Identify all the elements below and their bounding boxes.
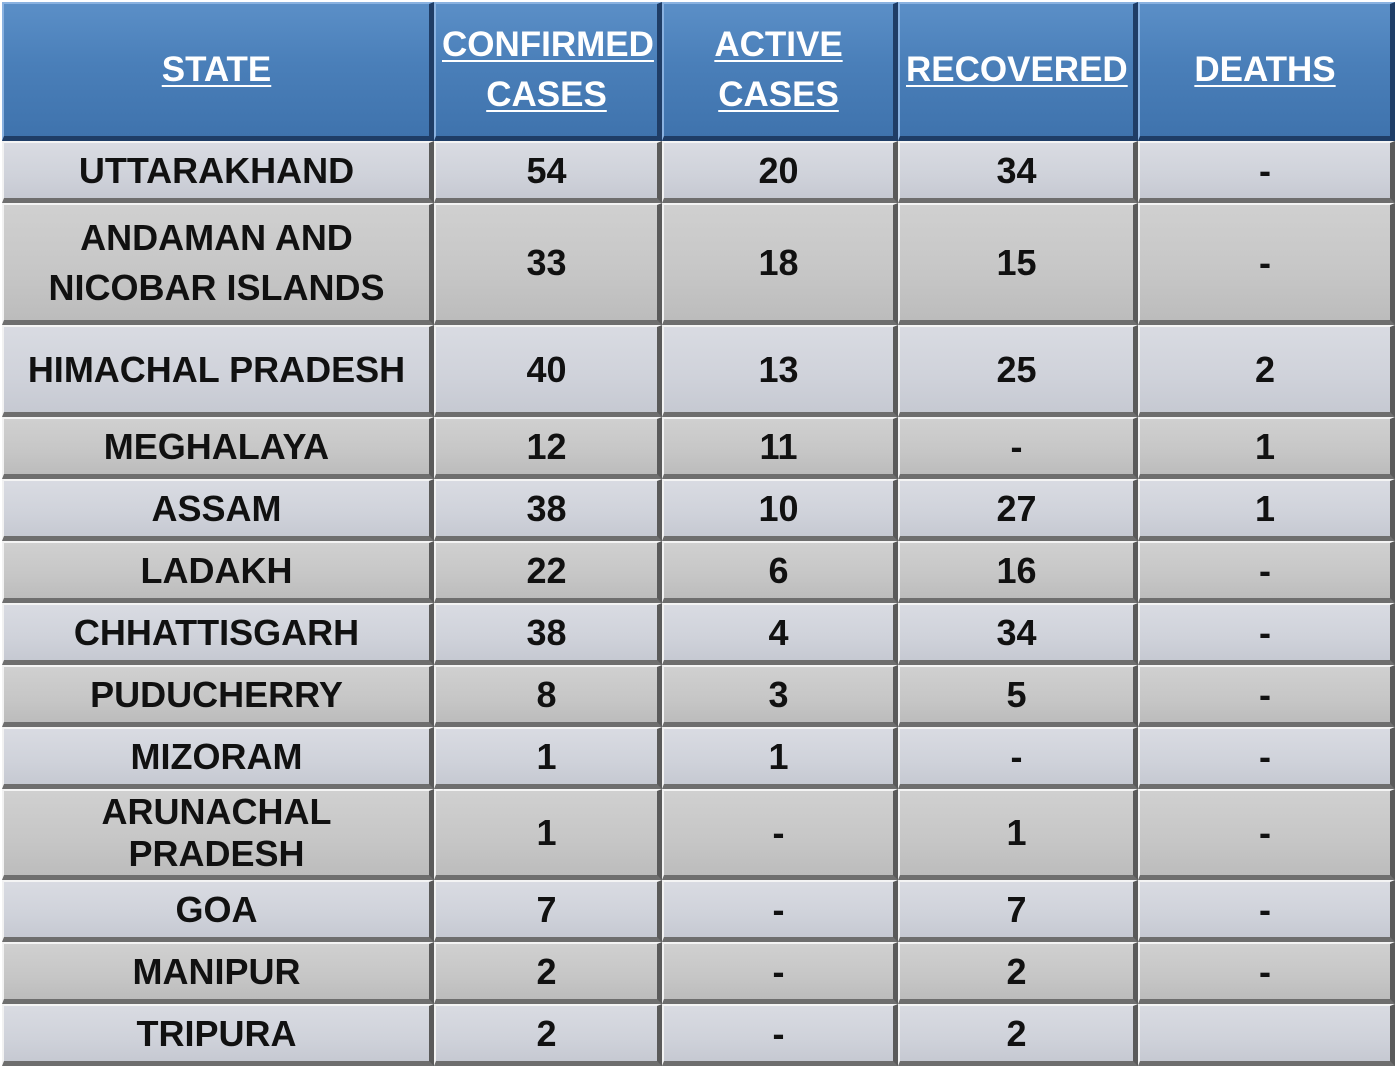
confirmed-cell: 38 bbox=[434, 603, 662, 665]
recovered-cell: 15 bbox=[898, 203, 1138, 325]
deaths-cell: - bbox=[1138, 603, 1395, 665]
deaths-cell: - bbox=[1138, 727, 1395, 789]
deaths-cell: - bbox=[1138, 203, 1395, 325]
state-cell: LADAKH bbox=[2, 541, 434, 603]
table-row: ANDAMAN AND NICOBAR ISLANDS 33 18 15 - bbox=[2, 203, 1395, 325]
confirmed-cell: 2 bbox=[434, 1004, 662, 1066]
header-label: ACTIVE CASES bbox=[714, 25, 843, 114]
deaths-cell: 1 bbox=[1138, 479, 1395, 541]
state-cell: ARUNACHAL PRADESH bbox=[2, 789, 434, 880]
deaths-cell: - bbox=[1138, 880, 1395, 942]
table-row: GOA 7 - 7 - bbox=[2, 880, 1395, 942]
active-cell: 18 bbox=[662, 203, 898, 325]
active-cell: 10 bbox=[662, 479, 898, 541]
table-row: PUDUCHERRY 8 3 5 - bbox=[2, 665, 1395, 727]
deaths-cell: 1 bbox=[1138, 417, 1395, 479]
active-cell: 4 bbox=[662, 603, 898, 665]
header-state: STATE bbox=[2, 2, 434, 141]
recovered-cell: 1 bbox=[898, 789, 1138, 880]
deaths-cell: - bbox=[1138, 665, 1395, 727]
active-cell: - bbox=[662, 789, 898, 880]
recovered-cell: 34 bbox=[898, 603, 1138, 665]
table-row: ASSAM 38 10 27 1 bbox=[2, 479, 1395, 541]
header-label: CONFIRMED CASES bbox=[442, 25, 654, 114]
active-cell: 20 bbox=[662, 141, 898, 203]
active-cell: - bbox=[662, 1004, 898, 1066]
confirmed-cell: 12 bbox=[434, 417, 662, 479]
state-cell: ANDAMAN AND NICOBAR ISLANDS bbox=[2, 203, 434, 325]
table-row: UTTARAKHAND 54 20 34 - bbox=[2, 141, 1395, 203]
recovered-cell: 5 bbox=[898, 665, 1138, 727]
header-label: STATE bbox=[161, 50, 272, 89]
table-row: LADAKH 22 6 16 - bbox=[2, 541, 1395, 603]
confirmed-cell: 33 bbox=[434, 203, 662, 325]
deaths-cell: - bbox=[1138, 541, 1395, 603]
table-row: CHHATTISGARH 38 4 34 - bbox=[2, 603, 1395, 665]
recovered-cell: 27 bbox=[898, 479, 1138, 541]
active-cell: 1 bbox=[662, 727, 898, 789]
deaths-cell: 2 bbox=[1138, 325, 1395, 417]
active-cell: - bbox=[662, 942, 898, 1004]
confirmed-cell: 8 bbox=[434, 665, 662, 727]
header-confirmed-cases: CONFIRMED CASES bbox=[434, 2, 662, 141]
confirmed-cell: 22 bbox=[434, 541, 662, 603]
confirmed-cell: 2 bbox=[434, 942, 662, 1004]
recovered-cell: 25 bbox=[898, 325, 1138, 417]
state-cell: PUDUCHERRY bbox=[2, 665, 434, 727]
active-cell: 13 bbox=[662, 325, 898, 417]
confirmed-cell: 40 bbox=[434, 325, 662, 417]
header-label: DEATHS bbox=[1194, 50, 1336, 89]
active-cell: 6 bbox=[662, 541, 898, 603]
confirmed-cell: 54 bbox=[434, 141, 662, 203]
recovered-cell: 34 bbox=[898, 141, 1138, 203]
recovered-cell: 2 bbox=[898, 1004, 1138, 1066]
confirmed-cell: 1 bbox=[434, 727, 662, 789]
table-row: TRIPURA 2 - 2 bbox=[2, 1004, 1395, 1066]
state-cell: MANIPUR bbox=[2, 942, 434, 1004]
state-cell: GOA bbox=[2, 880, 434, 942]
active-cell: - bbox=[662, 880, 898, 942]
state-cell: MIZORAM bbox=[2, 727, 434, 789]
header-deaths: DEATHS bbox=[1138, 2, 1395, 141]
recovered-cell: 7 bbox=[898, 880, 1138, 942]
recovered-cell: - bbox=[898, 727, 1138, 789]
deaths-cell: - bbox=[1138, 789, 1395, 880]
header-active-cases: ACTIVE CASES bbox=[662, 2, 898, 141]
deaths-cell: - bbox=[1138, 942, 1395, 1004]
state-cell: ASSAM bbox=[2, 479, 434, 541]
deaths-cell bbox=[1138, 1004, 1395, 1066]
confirmed-cell: 7 bbox=[434, 880, 662, 942]
recovered-cell: - bbox=[898, 417, 1138, 479]
table-row: MEGHALAYA 12 11 - 1 bbox=[2, 417, 1395, 479]
header-row: STATE CONFIRMED CASES ACTIVE CASES RECOV… bbox=[2, 2, 1395, 141]
recovered-cell: 16 bbox=[898, 541, 1138, 603]
confirmed-cell: 1 bbox=[434, 789, 662, 880]
state-cell: MEGHALAYA bbox=[2, 417, 434, 479]
active-cell: 3 bbox=[662, 665, 898, 727]
deaths-cell: - bbox=[1138, 141, 1395, 203]
state-cell: TRIPURA bbox=[2, 1004, 434, 1066]
table-row: HIMACHAL PRADESH 40 13 25 2 bbox=[2, 325, 1395, 417]
state-cell: UTTARAKHAND bbox=[2, 141, 434, 203]
header-label: RECOVERED bbox=[906, 50, 1128, 89]
state-cell: HIMACHAL PRADESH bbox=[2, 325, 434, 417]
recovered-cell: 2 bbox=[898, 942, 1138, 1004]
table-row: MIZORAM 1 1 - - bbox=[2, 727, 1395, 789]
confirmed-cell: 38 bbox=[434, 479, 662, 541]
table-row: ARUNACHAL PRADESH 1 - 1 - bbox=[2, 789, 1395, 880]
active-cell: 11 bbox=[662, 417, 898, 479]
table-row: MANIPUR 2 - 2 - bbox=[2, 942, 1395, 1004]
state-cell: CHHATTISGARH bbox=[2, 603, 434, 665]
header-recovered: RECOVERED bbox=[898, 2, 1138, 141]
